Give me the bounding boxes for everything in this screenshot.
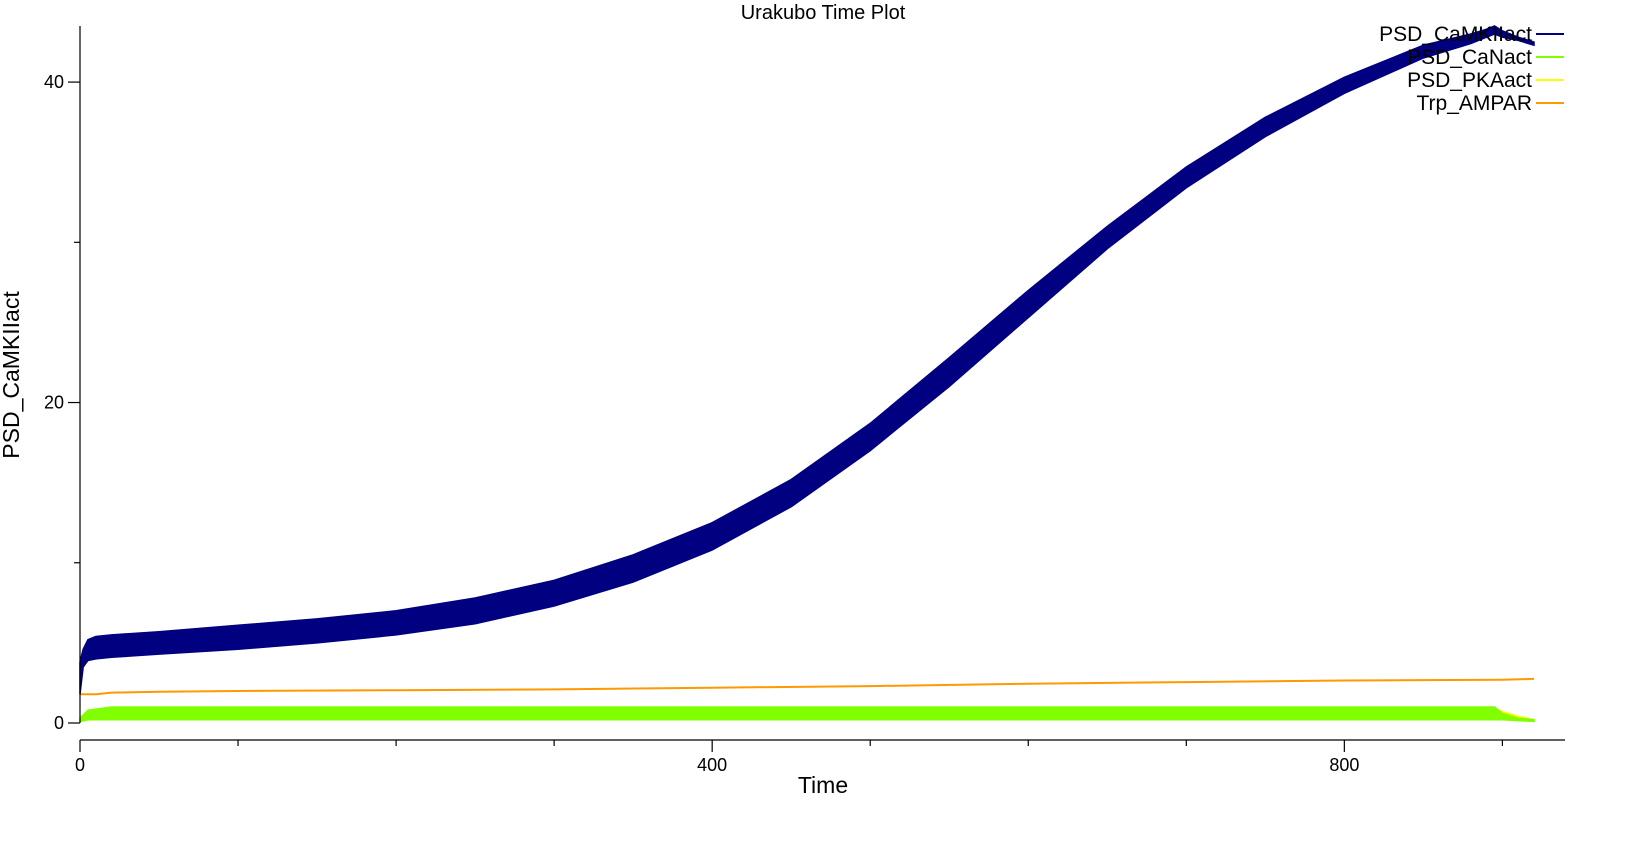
series-psd-camkiiact <box>79 25 1535 695</box>
legend-label-psd-pkaact: PSD_PKAact <box>1407 69 1532 92</box>
x-tick-label: 0 <box>75 755 85 775</box>
legend: PSD_CaMKIIactPSD_CaNactPSD_PKAactTrp_AMP… <box>1379 23 1564 115</box>
legend-label-psd-canact: PSD_CaNact <box>1407 46 1532 69</box>
y-tick-label: 20 <box>44 393 64 413</box>
plot-series <box>79 25 1535 723</box>
x-tick-label: 800 <box>1329 755 1359 775</box>
y-axis-label: PSD_CaMKIIact <box>0 291 24 459</box>
series-psd-canact <box>79 706 1535 723</box>
legend-label-trp-ampar: Trp_AMPAR <box>1416 92 1532 115</box>
series-trp-ampar <box>80 677 1535 696</box>
x-axis-ticks: 0 400 800 <box>75 740 1503 775</box>
y-tick-label: 40 <box>44 72 64 92</box>
x-axis-label: Time <box>798 772 848 798</box>
x-tick-label: 400 <box>697 755 727 775</box>
legend-label-psd-camkiiact: PSD_CaMKIIact <box>1379 23 1532 46</box>
chart-title: Urakubo Time Plot <box>741 2 906 24</box>
y-tick-label: 0 <box>54 713 64 733</box>
y-axis-ticks: 0 20 40 <box>44 72 80 733</box>
